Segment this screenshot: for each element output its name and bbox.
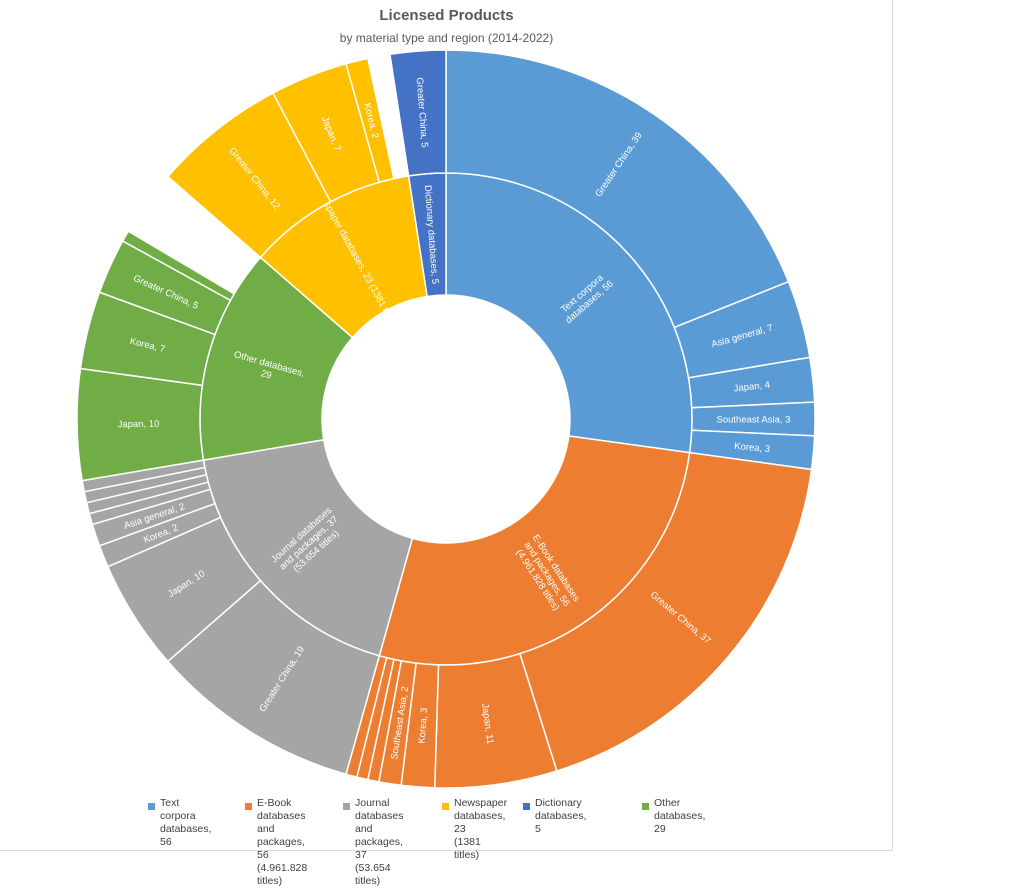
chart-subtitle: by material type and region (2014-2022) bbox=[339, 31, 554, 45]
legend-label: Newspaper databases, 23 (1381 titles) bbox=[454, 797, 508, 861]
region-label-3-0: Japan, 10 bbox=[118, 419, 160, 431]
legend-item-dictionary-databases-5: Dictionary databases, 5 bbox=[523, 797, 586, 836]
chart-frame bbox=[0, 0, 893, 851]
legend-label: Text corpora databases, 56 bbox=[160, 797, 212, 848]
legend-label: E-Book databases and packages, 56 (4.961… bbox=[257, 797, 308, 887]
region-slice-5-0 bbox=[389, 49, 447, 177]
legend-item-e-book-databases-and-packages-56-4-961-828-titles: E-Book databases and packages, 56 (4.961… bbox=[245, 797, 307, 888]
legend-swatch bbox=[642, 803, 649, 810]
legend-item-other-databases-29: Other databases, 29 bbox=[642, 797, 705, 836]
region-label-0-2: Japan, 4 bbox=[733, 380, 770, 395]
legend-item-newspaper-databases-23-1381-titles: Newspaper databases, 23 (1381 titles) bbox=[442, 797, 507, 862]
legend-swatch bbox=[343, 803, 350, 810]
legend-label: Journal databases and packages, 37 (53.6… bbox=[355, 797, 404, 887]
region-slice-0-0 bbox=[445, 49, 790, 329]
legend-swatch bbox=[245, 803, 252, 810]
region-slice-4-2 bbox=[345, 57, 395, 184]
legend-item-journal-databases-and-packages-37-53-654-titles: Journal databases and packages, 37 (53.6… bbox=[343, 797, 403, 888]
region-slice-3-3 bbox=[121, 230, 236, 302]
region-label-1-2: Korea, 3 bbox=[417, 707, 431, 744]
chart-title: Licensed Products bbox=[379, 7, 514, 24]
legend-label: Dictionary databases, 5 bbox=[535, 797, 587, 835]
legend-item-text-corpora-databases-56: Text corpora databases, 56 bbox=[148, 797, 211, 849]
region-slice-1-0 bbox=[518, 451, 813, 772]
legend-swatch bbox=[523, 803, 530, 810]
region-label-0-3: Southeast Asia, 3 bbox=[717, 414, 791, 425]
region-label-0-4: Korea, 3 bbox=[734, 441, 771, 455]
region-label-5-0: Greater China, 5 bbox=[414, 77, 430, 148]
legend-swatch bbox=[148, 803, 155, 810]
legend-swatch bbox=[442, 803, 449, 810]
legend-label: Other databases, 29 bbox=[654, 797, 706, 835]
